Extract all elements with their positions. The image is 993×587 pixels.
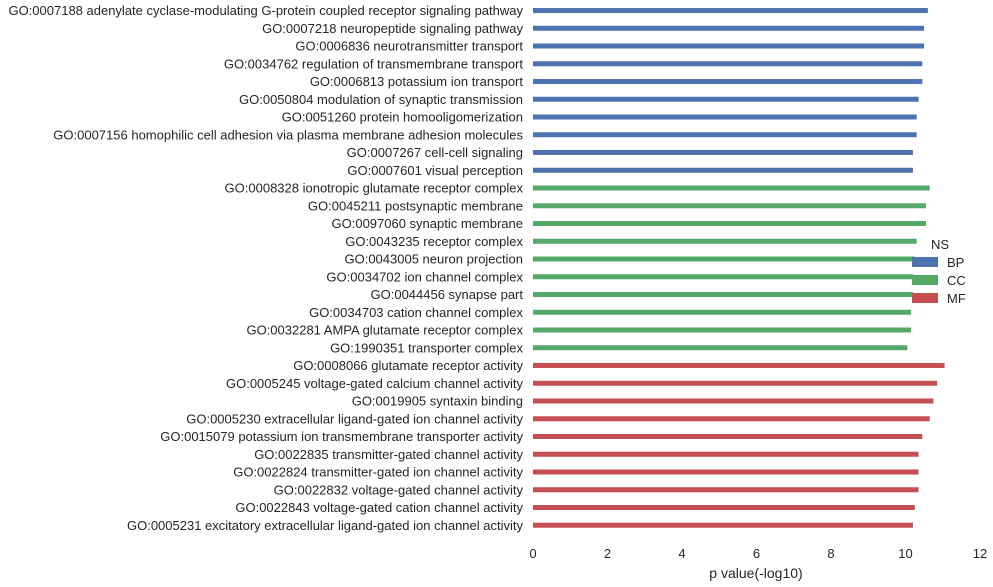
legend-entries: BP CC MF: [912, 255, 966, 306]
category-label: GO:0051260 protein homooligomerization: [282, 110, 523, 125]
category-label: GO:0043235 receptor complex: [345, 234, 523, 249]
category-label: GO:0043005 neuron projection: [344, 252, 523, 267]
category-label: GO:0022843 voltage-gated cation channel …: [235, 500, 523, 515]
category-label: GO:0006813 potassium ion transport: [310, 74, 524, 89]
bar: [533, 487, 919, 493]
category-label: GO:0045211 postsynaptic membrane: [308, 198, 523, 213]
x-axis-title: p value(-log10): [709, 565, 802, 581]
legend-swatch: [912, 293, 938, 303]
bar: [533, 96, 919, 102]
bar: [533, 451, 919, 457]
bar: [533, 505, 915, 510]
category-label: GO:0005245 voltage-gated calcium channel…: [226, 376, 524, 391]
bar: [533, 203, 926, 209]
category-label: GO:0015079 potassium ion transmembrane t…: [160, 429, 523, 444]
x-tick-label: 10: [898, 546, 912, 561]
legend-swatch: [912, 275, 938, 285]
bar: [533, 167, 913, 173]
category-label: GO:0008328 ionotropic glutamate receptor…: [225, 181, 524, 196]
x-axis-ticks: 0 2 4 6 8 10 12: [529, 546, 987, 561]
legend-title: NS: [931, 237, 949, 252]
bar: [533, 327, 912, 333]
bar: [533, 221, 926, 226]
x-tick-label: 8: [827, 546, 834, 561]
category-label: GO:0005230 extracellular ligand-gated io…: [186, 411, 523, 426]
category-label: GO:0019905 syntaxin binding: [352, 394, 523, 409]
bar: [533, 8, 928, 13]
legend-label: MF: [947, 291, 966, 306]
category-label: GO:0022824 transmitter-gated ion channel…: [233, 465, 523, 480]
bar: [533, 61, 923, 67]
bar: [533, 380, 938, 386]
bar: [533, 522, 913, 528]
legend-label: CC: [947, 273, 966, 288]
category-label: GO:0007156 homophilic cell adhesion via …: [53, 127, 523, 142]
x-tick-label: 4: [678, 546, 685, 561]
category-label: GO:0032281 AMPA glutamate receptor compl…: [246, 323, 523, 338]
category-label: GO:0007267 cell-cell signaling: [347, 145, 523, 160]
category-label: GO:0006836 neurotransmitter transport: [295, 39, 523, 54]
category-labels: GO:0007188 adenylate cyclase-modulating …: [8, 3, 523, 533]
x-tick-label: 12: [973, 546, 987, 561]
category-label: GO:0097060 synaptic membrane: [332, 216, 524, 231]
bar: [533, 274, 913, 280]
bar: [533, 416, 930, 422]
bar: [533, 25, 925, 31]
category-label: GO:1990351 transporter complex: [330, 340, 523, 355]
category-label: GO:0034762 regulation of transmembrane t…: [224, 56, 524, 71]
bar: [533, 292, 913, 297]
bar: [533, 185, 930, 191]
bar: [533, 434, 923, 439]
bar: [533, 150, 913, 155]
category-label: GO:0007218 neuropeptide signaling pathwa…: [262, 21, 523, 36]
bar: [533, 309, 912, 315]
bar: [533, 238, 917, 244]
legend: NS BP CC MF: [912, 237, 966, 306]
x-tick-label: 6: [753, 546, 760, 561]
category-label: GO:0044456 synapse part: [371, 287, 524, 302]
category-label: GO:0022835 transmitter-gated channel act…: [254, 447, 523, 462]
x-tick-label: 2: [604, 546, 611, 561]
bar: [533, 43, 925, 49]
x-tick-label: 0: [529, 546, 536, 561]
category-label: GO:0034703 cation channel complex: [309, 305, 523, 320]
category-label: GO:0050804 modulation of synaptic transm…: [239, 92, 523, 107]
bar: [533, 256, 915, 262]
bar: [533, 345, 908, 351]
category-label: GO:0022832 voltage-gated channel activit…: [274, 482, 524, 497]
bar: [533, 114, 917, 120]
category-label: GO:0034702 ion channel complex: [326, 269, 523, 284]
category-label: GO:0008066 glutamate receptor activity: [293, 358, 523, 373]
bar: [533, 398, 934, 404]
category-label: GO:0007188 adenylate cyclase-modulating …: [8, 3, 523, 18]
bar: [533, 79, 923, 84]
category-label: GO:0007601 visual perception: [347, 163, 523, 178]
legend-swatch: [912, 257, 938, 267]
bars-layer: [533, 8, 945, 528]
bar: [533, 363, 945, 368]
category-label: GO:0005231 excitatory extracellular liga…: [127, 518, 524, 533]
bar: [533, 469, 919, 475]
legend-label: BP: [947, 255, 964, 270]
bar: [533, 132, 917, 138]
